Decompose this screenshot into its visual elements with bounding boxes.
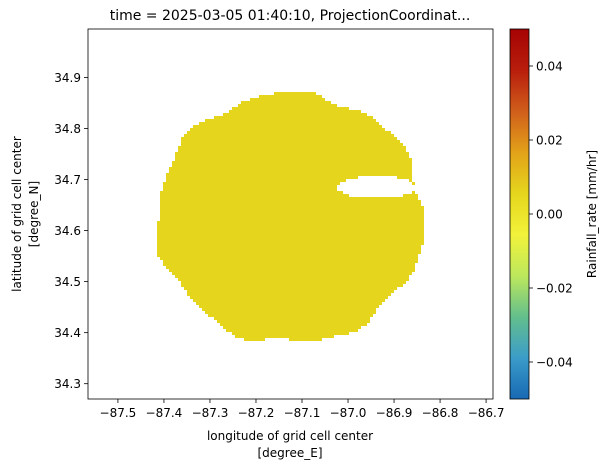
y-tick-label: 34.9 [54,71,81,85]
colorbar-label: Rainfall_rate [mm/hr] [585,150,599,278]
y-tick-label: 34.4 [54,326,81,340]
y-tick-label: 34.7 [54,173,81,187]
colorbar-ticks: −0.04 −0.02 0.00 0.02 0.04 [529,60,573,370]
x-tick-label: −86.8 [422,406,459,420]
x-tick-label: −87.4 [146,406,183,420]
y-axis-ticks: 34.3 34.4 34.5 34.6 34.7 34.8 34.9 [54,71,88,391]
x-tick-label: −87.5 [100,406,137,420]
y-axis-unit: [degree_N] [27,181,41,247]
colorbar-tick-label: 0.00 [536,208,563,222]
y-tick-label: 34.6 [54,224,81,238]
colorbar-tick-label: 0.02 [536,134,563,148]
rainfall-field-layer [157,92,424,341]
x-tick-label: −86.7 [468,406,505,420]
x-axis-ticks: −87.5 −87.4 −87.3 −87.2 −87.1 −87.0 −86.9 −86.8… [100,399,505,420]
colorbar: −0.04 −0.02 0.00 0.02 0.04 Rainfall_rate [mm… [509,28,599,400]
colorbar-tick-label: −0.04 [536,356,573,370]
colorbar-gradient [510,29,529,399]
x-axis-label: longitude of grid cell center [207,429,373,443]
colorbar-tick-label: 0.04 [536,60,563,74]
rainfall-field-cells [157,92,424,341]
y-tick-label: 34.8 [54,122,81,136]
x-tick-label: −86.9 [376,406,413,420]
x-axis-unit: [degree_E] [258,446,323,460]
plot-area: −87.5 −87.4 −87.3 −87.2 −87.1 −87.0 −86.9 −86.8… [54,28,505,420]
plot-frame [87,28,494,400]
x-tick-label: −87.2 [238,406,275,420]
x-tick-label: −87.1 [284,406,321,420]
y-axis-label: latitude of grid cell center [10,136,24,292]
x-tick-label: −87.3 [192,406,229,420]
x-tick-label: −87.0 [330,406,367,420]
chart-title: time = 2025-03-05 01:40:10, ProjectionCo… [110,8,471,24]
colorbar-tick-label: −0.02 [536,282,573,296]
y-tick-label: 34.3 [54,377,81,391]
y-tick-label: 34.5 [54,275,81,289]
